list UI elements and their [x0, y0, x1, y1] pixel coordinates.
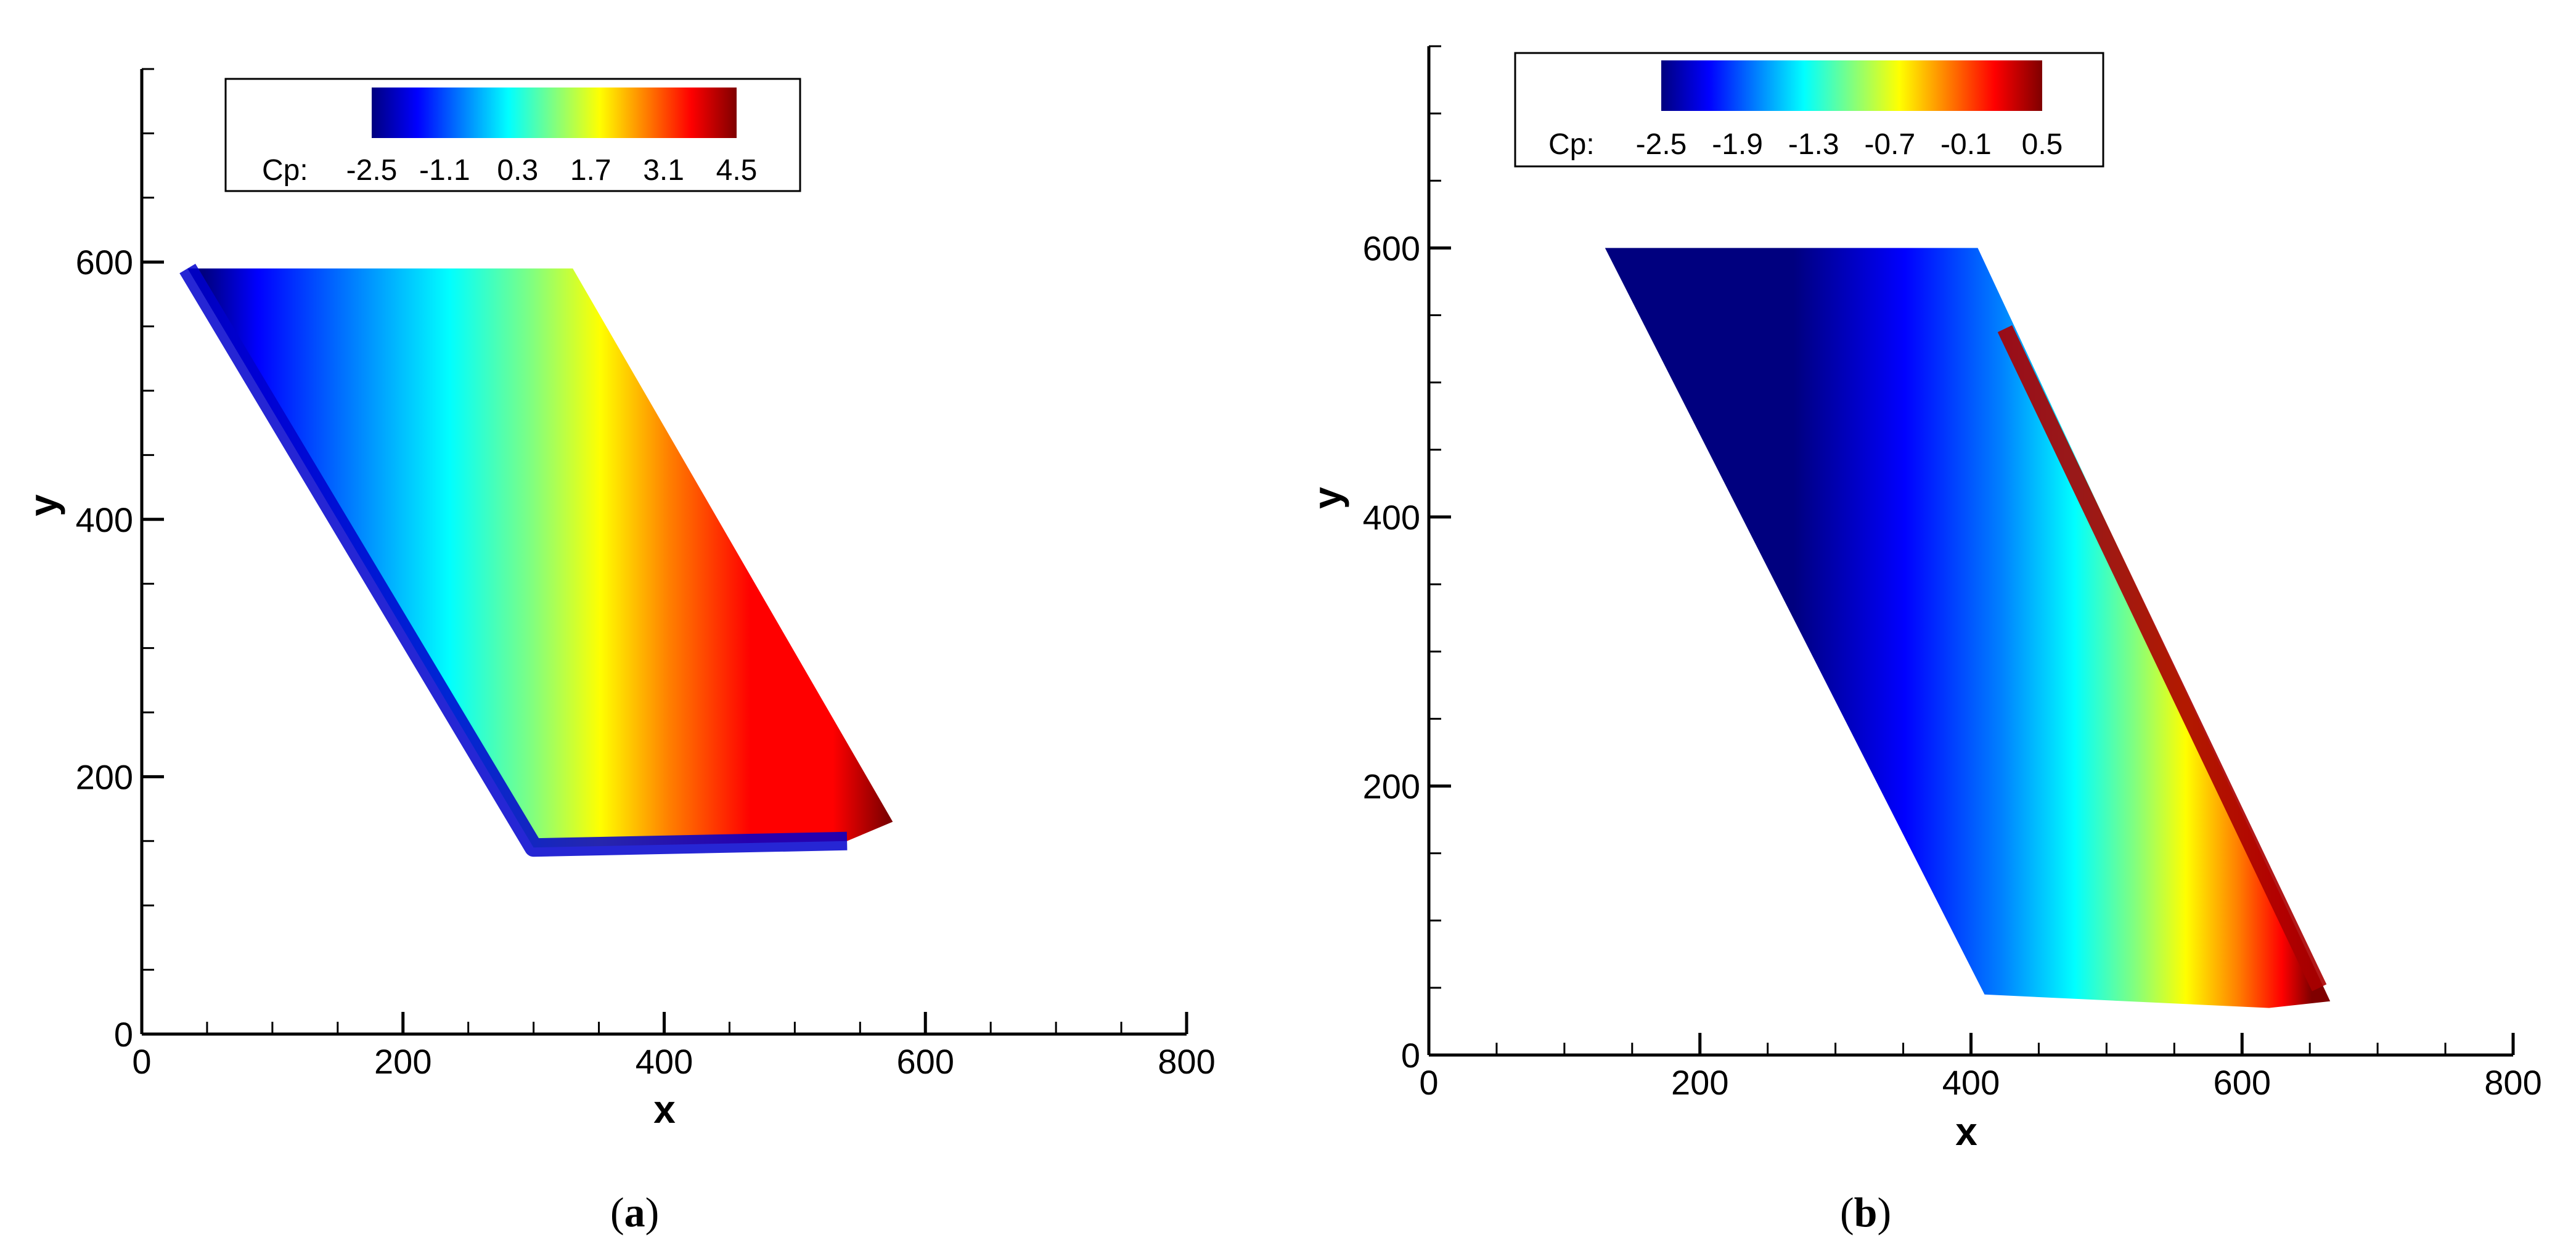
panel-a-contour-field: [187, 268, 893, 848]
panel-a-y-tick-label: 600: [76, 243, 133, 282]
panel-a-leading-edge-band: [179, 263, 848, 857]
panel-a-y-tick-label: 0: [114, 1015, 133, 1054]
panel-b-ylabel: y: [1305, 487, 1349, 509]
panel-b-legend-level: -0.1: [1940, 128, 1992, 161]
panel-b-x-tick-label: 0: [1419, 1063, 1438, 1102]
panel-b-y-tick-label: 600: [1363, 229, 1420, 267]
panel-b-contour-field: [1605, 248, 2331, 1008]
panel-a: 0 200 400 600 800 0 200 400 600 Cp: -2.5 -1.1 0.3 1…: [21, 68, 1216, 1236]
panel-a-x-tick-label: 400: [636, 1042, 693, 1081]
panel-b-x-tick-label: 400: [1942, 1063, 2000, 1102]
panel-a-x-tick-label: 0: [132, 1042, 151, 1081]
panel-a-axes: 0 200 400 600 800 0 200 400 600: [76, 68, 1216, 1081]
panel-b-colorbar: [1661, 60, 2042, 111]
panel-a-legend-level: 4.5: [716, 154, 758, 187]
panel-a-caption: (a): [610, 1189, 659, 1236]
panel-a-x-tick-label: 800: [1158, 1042, 1215, 1081]
panel-b-trailing-edge-band: [1997, 325, 2327, 992]
panel-a-y-tick-label: 200: [76, 757, 133, 796]
panel-b-legend-level: -0.7: [1864, 128, 1915, 161]
panel-b-y-tick-label: 0: [1401, 1036, 1420, 1075]
panel-b-caption: (b): [1840, 1189, 1891, 1236]
panel-b-y-tick-label: 200: [1363, 767, 1420, 805]
panel-a-legend-level: -1.1: [419, 154, 470, 187]
panel-a-legend-level: -2.5: [346, 154, 398, 187]
panel-a-legend: Cp: -2.5 -1.1 0.3 1.7 3.1 4.5: [224, 78, 801, 192]
panel-b-xlabel: x: [1955, 1109, 1977, 1154]
panel-b-legend-variable: Cp:: [1548, 128, 1595, 161]
panel-b-x-tick-label: 600: [2214, 1063, 2271, 1102]
panel-a-x-tick-label: 600: [897, 1042, 954, 1081]
panel-b-x-tick-label: 800: [2484, 1063, 2541, 1102]
panel-b-legend-level: -2.5: [1636, 128, 1687, 161]
panel-a-colorbar: [372, 88, 737, 138]
panel-b-legend: Cp: -2.5 -1.9 -1.3 -0.7 -0.1 0.5: [1514, 52, 2104, 168]
panel-a-legend-levels: -2.5 -1.1 0.3 1.7 3.1 4.5: [346, 154, 758, 187]
panel-b: 0 200 400 600 800 0 200 400 600 Cp: -2.5 -1.9 -1.3…: [1305, 45, 2542, 1236]
panel-a-x-tick-label: 200: [374, 1042, 431, 1081]
panel-b-legend-level: 0.5: [2022, 128, 2063, 161]
panel-b-legend-level: -1.3: [1788, 128, 1839, 161]
panel-b-legend-levels: -2.5 -1.9 -1.3 -0.7 -0.1 0.5: [1636, 128, 2063, 161]
panel-a-y-tick-label: 400: [76, 500, 133, 539]
panel-a-legend-level: 0.3: [497, 154, 538, 187]
panel-b-legend-level: -1.9: [1712, 128, 1763, 161]
panel-b-y-tick-label: 400: [1363, 498, 1420, 537]
panel-a-legend-level: 3.1: [643, 154, 684, 187]
panel-a-xlabel: x: [653, 1087, 676, 1131]
panel-a-legend-variable: Cp:: [262, 154, 308, 187]
panel-b-axes: 0 200 400 600 800 0 200 400 600: [1363, 45, 2542, 1102]
panel-b-x-tick-label: 200: [1671, 1063, 1728, 1102]
panel-a-ylabel: y: [21, 494, 65, 516]
panel-a-legend-level: 1.7: [570, 154, 611, 187]
